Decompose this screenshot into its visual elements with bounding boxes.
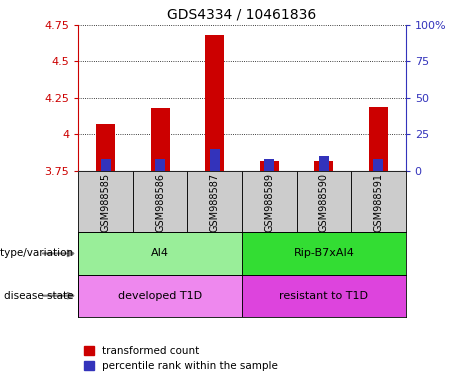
Text: GSM988589: GSM988589: [264, 173, 274, 232]
Bar: [96, 124, 115, 171]
Bar: [151, 108, 170, 171]
Bar: [101, 159, 111, 171]
Text: GSM988590: GSM988590: [319, 173, 329, 232]
Bar: [242, 171, 296, 232]
Legend: transformed count, percentile rank within the sample: transformed count, percentile rank withi…: [83, 346, 278, 371]
Bar: [260, 161, 279, 171]
Title: GDS4334 / 10461836: GDS4334 / 10461836: [167, 7, 317, 21]
Bar: [314, 161, 333, 171]
Text: GSM988585: GSM988585: [100, 173, 111, 232]
Bar: [242, 275, 406, 317]
Text: disease state: disease state: [4, 291, 74, 301]
Bar: [296, 171, 351, 232]
Text: genotype/variation: genotype/variation: [0, 248, 74, 258]
Bar: [210, 149, 219, 171]
Bar: [133, 171, 188, 232]
Text: GSM988591: GSM988591: [373, 173, 384, 232]
Text: resistant to T1D: resistant to T1D: [279, 291, 368, 301]
Text: GSM988587: GSM988587: [210, 173, 220, 232]
Bar: [369, 107, 388, 171]
Bar: [319, 156, 329, 171]
Bar: [373, 159, 383, 171]
Bar: [78, 275, 242, 317]
Text: AI4: AI4: [151, 248, 169, 258]
Bar: [78, 232, 242, 275]
Bar: [242, 232, 406, 275]
Bar: [265, 159, 274, 171]
Text: Rip-B7xAI4: Rip-B7xAI4: [293, 248, 355, 258]
Bar: [351, 171, 406, 232]
Text: developed T1D: developed T1D: [118, 291, 202, 301]
Bar: [78, 171, 133, 232]
Bar: [188, 171, 242, 232]
Bar: [205, 35, 225, 171]
Text: GSM988586: GSM988586: [155, 173, 165, 232]
Bar: [155, 159, 165, 171]
